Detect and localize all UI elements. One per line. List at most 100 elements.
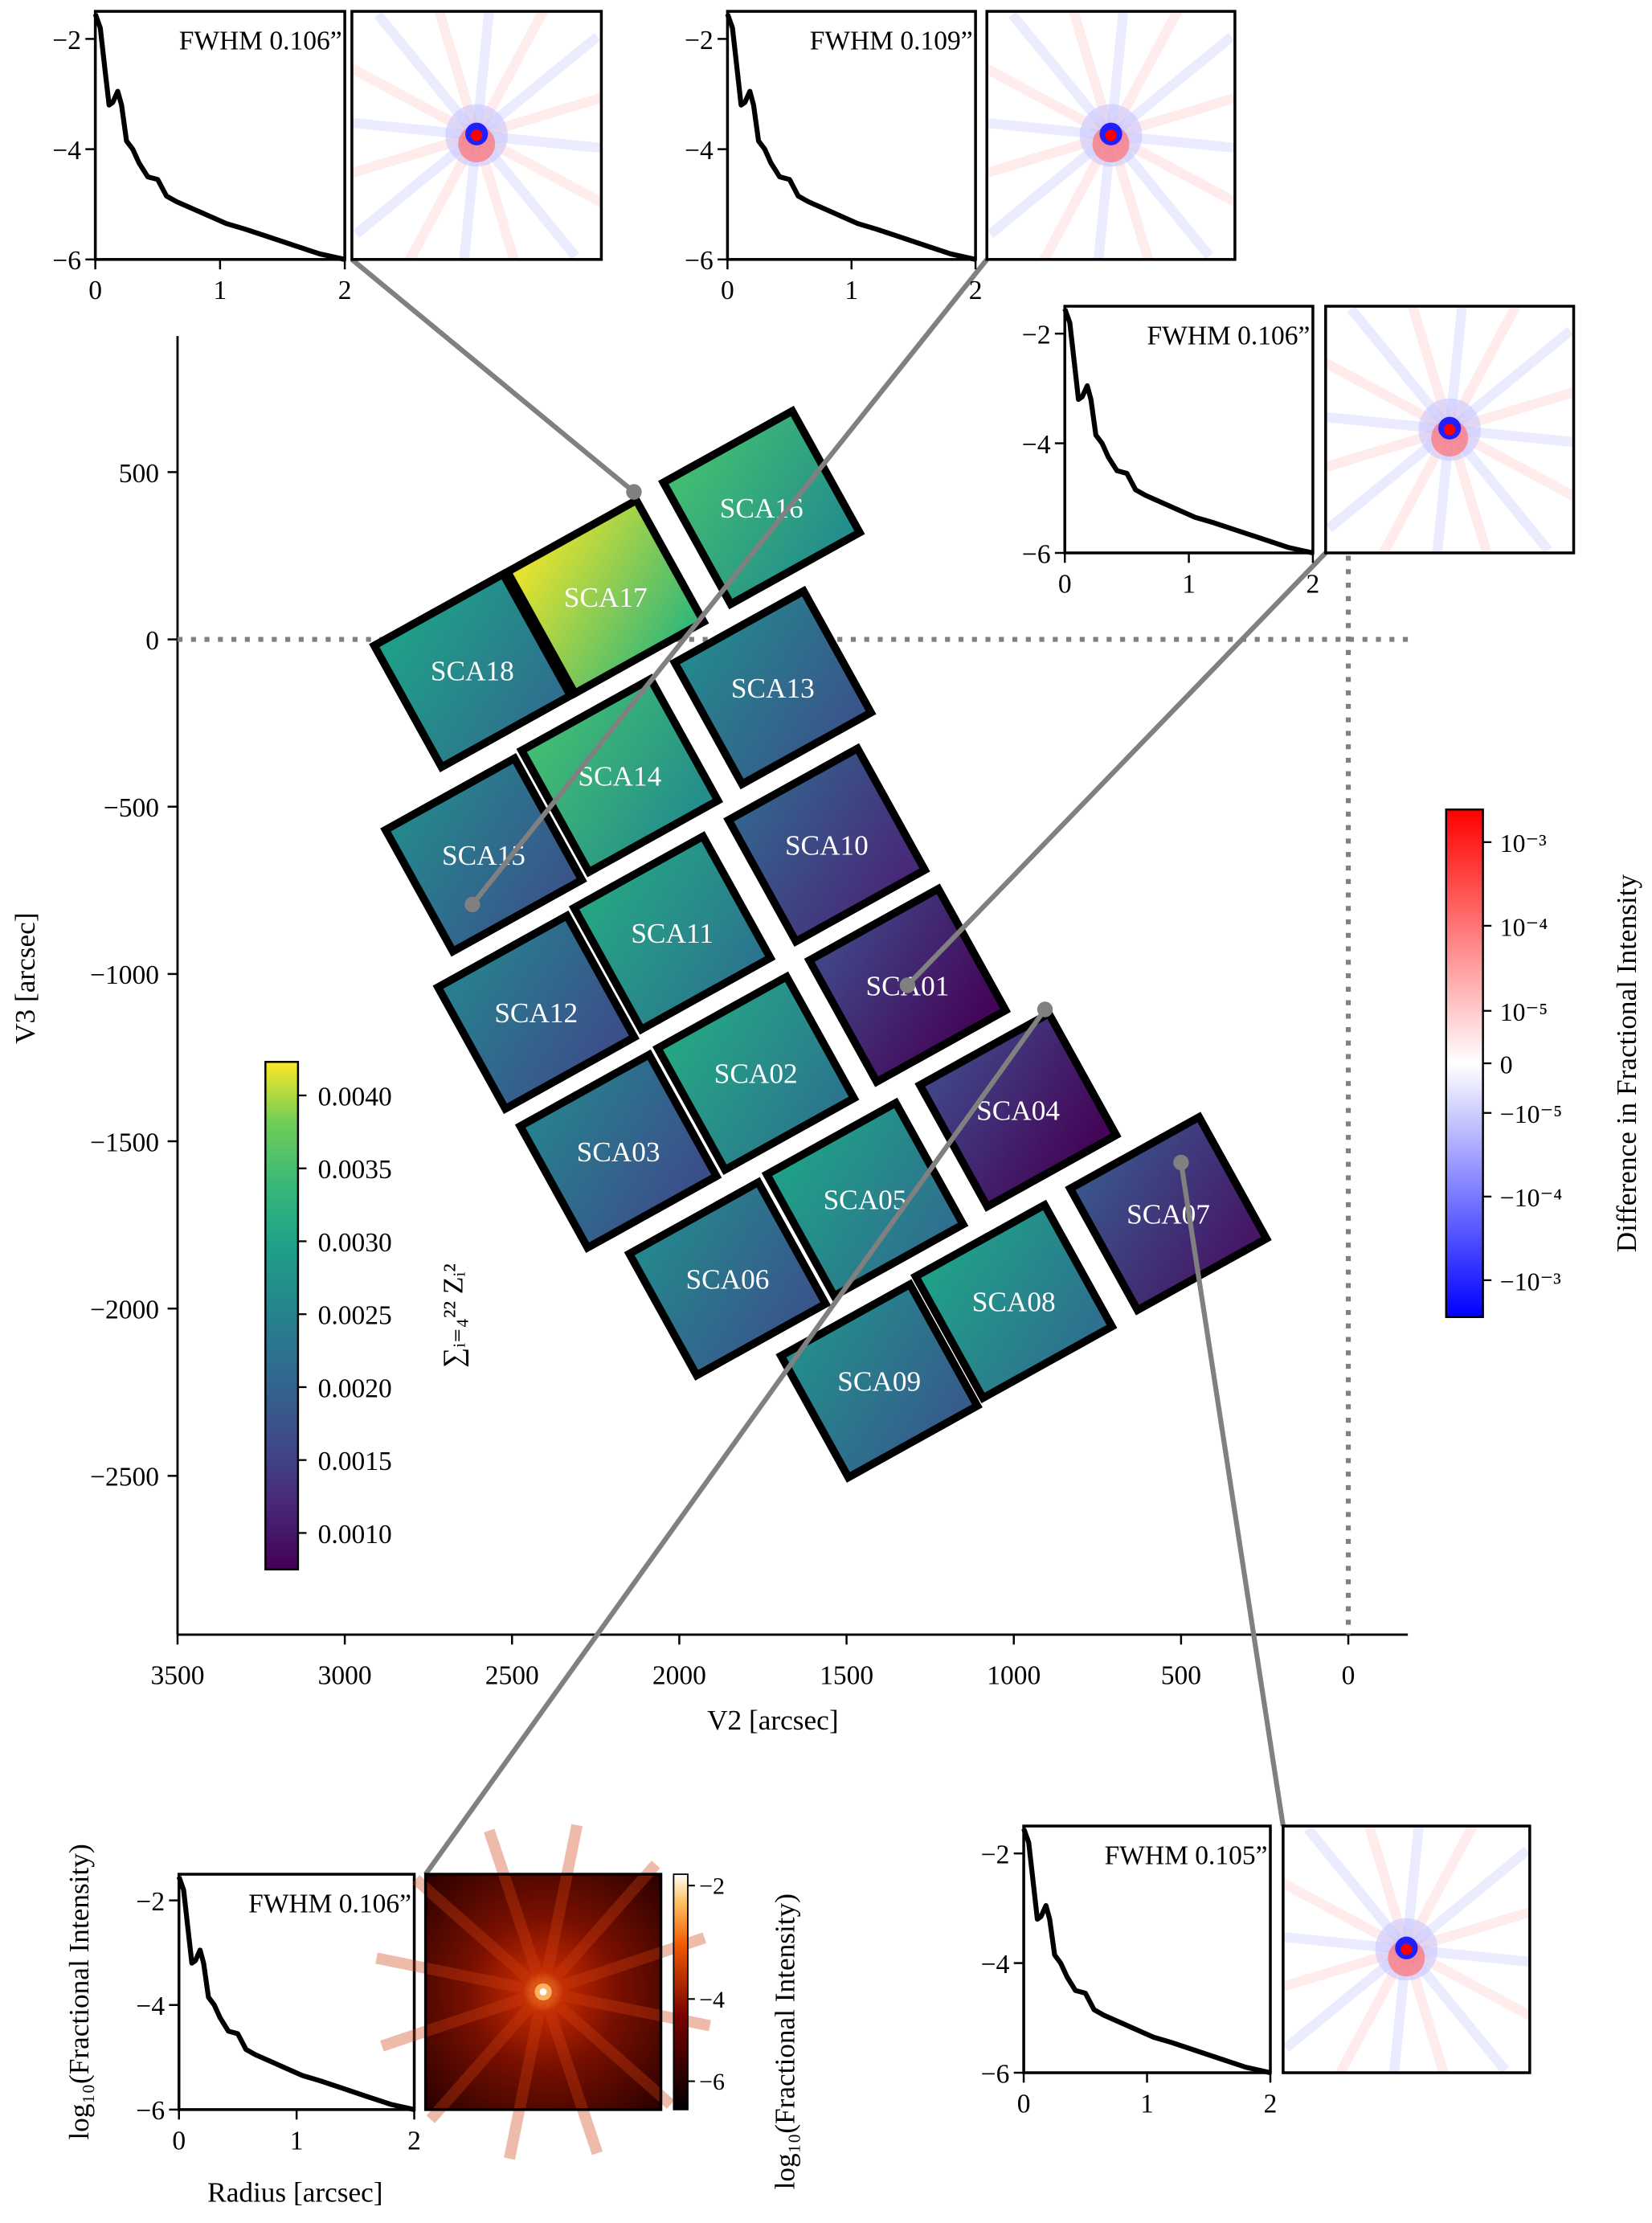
connector-line (350, 257, 636, 494)
detector-sca18: SCA18 (369, 568, 576, 773)
y-tick-label: −500 (104, 793, 159, 823)
connector-line (423, 1008, 1048, 1876)
x-axis-label: V2 [arcsec] (707, 1705, 838, 1736)
y-tick-label: 0 (145, 626, 159, 656)
detector-tile (910, 1199, 1118, 1404)
fwhm-label: FWHM 0.106” (179, 27, 342, 56)
y-tick-label: −1500 (90, 1128, 159, 1157)
connector-line (906, 551, 1328, 988)
x-tick-label: 3500 (150, 1661, 204, 1691)
detector-label: SCA14 (578, 760, 661, 792)
detector-tile (514, 1049, 722, 1254)
detector-tile (775, 1279, 983, 1483)
detector-tile (501, 494, 709, 699)
profile-y-tick-label: −2 (981, 1840, 1010, 1870)
y-tick-label: −1000 (90, 960, 159, 990)
detector-label: SCA09 (837, 1366, 921, 1398)
detector-tile (652, 971, 860, 1176)
y-tick-label: −2500 (90, 1463, 159, 1492)
profile-x-tick-label: 2 (1264, 2089, 1278, 2119)
psf-diffraction-spike (504, 1991, 549, 2160)
connector-line (470, 257, 989, 907)
profile-y-tick-label: −2 (52, 26, 81, 55)
detector-label: SCA18 (431, 656, 514, 687)
colorbar-tick-label: 0.0040 (318, 1082, 392, 1112)
connector-line (1178, 1162, 1286, 1827)
x-tick-label: 3000 (318, 1661, 372, 1691)
detector-sca14: SCA14 (516, 673, 724, 878)
difference-colorbar-tick-label: −10⁻⁴ (1500, 1184, 1562, 1212)
radial-profile-line (725, 13, 976, 262)
focal-plane-axes: 3500 3000 2500 2000 1500 1000 500 0 500 0 −500 −100… (10, 336, 1642, 1736)
difference-rays (987, 11, 1235, 260)
detector-label: SCA17 (564, 582, 648, 613)
image-y-axis-label: log₁₀(Fractional Intensity) (769, 1893, 800, 2189)
profile-plot-background (1024, 1826, 1271, 2074)
detector-label: SCA12 (494, 997, 578, 1029)
difference-colorbar-tick-label: 10⁻³ (1500, 829, 1547, 858)
detector-sca17: SCA17 (501, 494, 709, 699)
image-frame (985, 10, 1237, 261)
psf-diffraction-spike (380, 1986, 546, 2052)
detector-tile (380, 753, 587, 957)
colorbar-tick-label: 0.0035 (318, 1155, 392, 1185)
profile-y-tick-label: −4 (1022, 430, 1051, 460)
image-frame (423, 1873, 663, 2111)
detector-label: SCA06 (685, 1264, 769, 1296)
psf-diffraction-spike (426, 1988, 548, 2123)
image-frame (1324, 305, 1576, 555)
detector-sca09: SCA09 (775, 1279, 983, 1483)
detector-sca16: SCA16 (658, 405, 865, 610)
profile-y-tick-label: −6 (136, 2096, 165, 2126)
colorbar-tick-label: 0.0015 (318, 1447, 392, 1476)
fwhm-label: FWHM 0.109” (810, 27, 973, 56)
detector-tile (568, 831, 776, 1035)
y-tick-label: 500 (119, 459, 159, 489)
profile-x-tick-label: 1 (1140, 2089, 1154, 2119)
connector-dot (464, 896, 480, 913)
detector-sca02: SCA02 (652, 971, 860, 1176)
profile-x-tick-label: 0 (1017, 2089, 1031, 2119)
detector-tile (761, 1097, 969, 1302)
detector-label: SCA04 (976, 1095, 1060, 1127)
detector-label: SCA03 (577, 1136, 660, 1168)
detector-sca03: SCA03 (514, 1049, 722, 1254)
psf-diffraction-spike (375, 1952, 545, 1998)
radial-profile-line (1021, 1828, 1271, 2076)
x-tick-label: 1000 (987, 1661, 1041, 1691)
difference-colorbar-tick-label: −10⁻⁵ (1500, 1100, 1562, 1128)
profile-x-tick-label: 2 (1306, 569, 1320, 599)
detector-label: SCA13 (731, 673, 815, 704)
detector-tile (432, 910, 640, 1115)
profile-y-axis-label: log₁₀(Fractional Intensity) (63, 1844, 95, 2139)
detector-tile (723, 743, 930, 948)
profile-x-tick-label: 1 (844, 276, 858, 305)
detector-label: SCA07 (1127, 1198, 1210, 1230)
psf-diffraction-spike (411, 1875, 547, 1996)
profile-y-tick-label: −6 (685, 246, 714, 276)
difference-core (1105, 129, 1117, 141)
detector-label: SCA11 (631, 918, 714, 949)
psf-core-peak (539, 1988, 547, 1996)
psf-colorbar-tick-label: −2 (699, 1873, 725, 1900)
zernike-colorbar (264, 1061, 300, 1571)
fwhm-label: FWHM 0.106” (248, 1889, 411, 1919)
profile-x-tick-label: 0 (172, 2126, 186, 2155)
colorbar-tick-label: 0.0010 (318, 1520, 392, 1550)
psf-diffraction-spike (538, 1861, 660, 1996)
detector-tile (914, 1008, 1122, 1212)
profile-y-tick-label: −4 (136, 1992, 165, 2021)
profile-x-tick-label: 0 (88, 276, 102, 305)
radial-profile-line (1062, 308, 1314, 555)
detector-tile (516, 673, 724, 878)
profile-y-tick-label: −6 (1022, 539, 1051, 569)
image-frame (350, 10, 603, 261)
profile-y-tick-label: −4 (981, 1950, 1010, 1979)
profile-y-tick-label: −4 (685, 136, 714, 166)
difference-colorbar-tick-label: 0 (1500, 1050, 1513, 1079)
profile-y-tick-label: −2 (1022, 320, 1051, 350)
inset-2: −2 −4 −60 1 2 FWHM 0.109” (685, 10, 1237, 305)
colorbar-tick-label: 0.0025 (318, 1301, 392, 1331)
